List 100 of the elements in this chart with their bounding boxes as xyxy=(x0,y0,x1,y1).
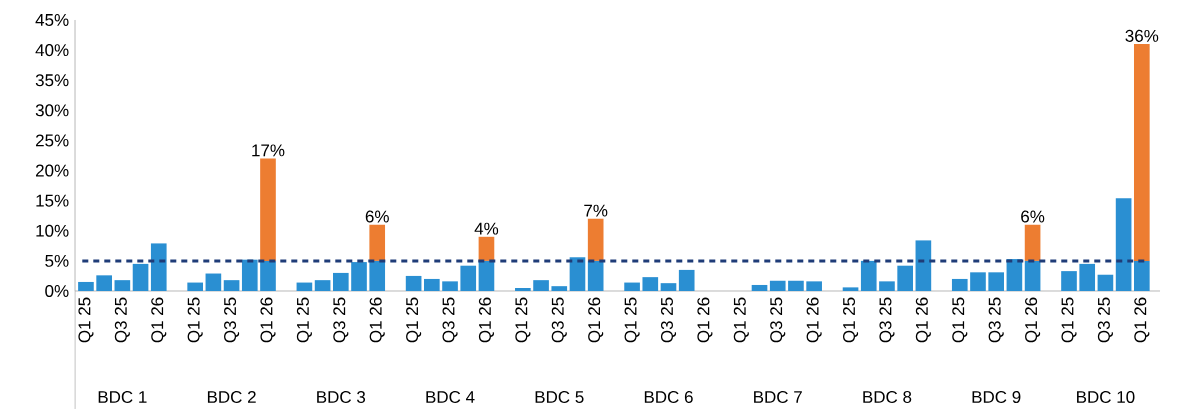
bar xyxy=(369,260,386,291)
x-tick-label: Q1 25 xyxy=(187,297,203,343)
bar xyxy=(842,287,859,291)
bar xyxy=(332,272,349,291)
data-label: 6% xyxy=(1021,210,1045,223)
bar xyxy=(314,280,331,291)
x-tick-label: Q1 25 xyxy=(624,297,640,343)
data-label: 4% xyxy=(474,222,499,235)
x-tick-label: Q3 25 xyxy=(333,297,349,343)
x-tick-label: Q3 25 xyxy=(551,297,567,343)
bar xyxy=(1134,44,1150,261)
bar xyxy=(424,278,440,291)
data-label: 36% xyxy=(1125,29,1159,42)
bar xyxy=(96,275,112,291)
x-tick-label: Q1 26 xyxy=(806,297,822,343)
bar xyxy=(241,259,258,291)
bar xyxy=(788,280,804,291)
text: BDC 10 xyxy=(1077,390,1135,404)
x-tick-label: Q3 25 xyxy=(442,297,458,343)
bar xyxy=(515,287,531,291)
x-tick-label: Q1 25 xyxy=(733,297,749,343)
text: BDC 5 xyxy=(535,390,584,404)
text: BDC 8 xyxy=(863,390,912,404)
bar xyxy=(587,260,604,291)
x-tick-label: Q3 25 xyxy=(879,297,895,343)
bar xyxy=(460,265,477,291)
x-tick-label: Q3 25 xyxy=(660,297,677,343)
x-tick-label: Q1 25 xyxy=(296,297,312,343)
x-tick-label: Q1 26 xyxy=(588,297,604,343)
bar xyxy=(78,281,94,291)
data-label: 17% xyxy=(252,144,285,157)
bar xyxy=(551,286,568,291)
bar xyxy=(533,280,549,291)
bar xyxy=(1006,259,1023,291)
x-tick-label: Q1 26 xyxy=(260,297,276,343)
x-tick-label: Q1 25 xyxy=(78,297,94,343)
x-tick-label: Q1 25 xyxy=(406,297,422,343)
bar xyxy=(296,282,313,291)
bar xyxy=(478,236,495,261)
bar xyxy=(860,260,877,291)
bar xyxy=(114,280,131,291)
x-tick-label: Q1 25 xyxy=(843,297,859,343)
x-tick-label: Q1 26 xyxy=(369,297,385,343)
x-tick-label: Q1 25 xyxy=(1061,297,1077,343)
y-tick-label: 15% xyxy=(36,194,69,207)
y-tick-label: 35% xyxy=(35,74,69,87)
x-tick-label: Q1 26 xyxy=(151,297,167,343)
bar xyxy=(351,262,367,291)
bar xyxy=(1024,224,1041,261)
text: BDC 1 xyxy=(98,390,147,404)
x-tick-label: Q1 26 xyxy=(1025,297,1041,343)
bar xyxy=(1097,274,1114,291)
bar xyxy=(897,265,913,291)
bar xyxy=(1115,198,1132,291)
bar xyxy=(1061,271,1077,291)
x-tick-label: Q1 26 xyxy=(915,297,931,343)
y-tick-label: 30% xyxy=(35,104,69,117)
bar xyxy=(260,158,276,261)
bar xyxy=(751,284,768,291)
bar xyxy=(624,282,640,291)
x-tick-label: Q3 25 xyxy=(224,297,240,343)
bar xyxy=(806,281,822,291)
x-tick-label: Q1 26 xyxy=(1134,297,1150,343)
bar xyxy=(1134,260,1150,291)
data-label: 7% xyxy=(584,204,608,217)
bar xyxy=(187,282,203,291)
text: BDC 7 xyxy=(754,390,802,404)
bar xyxy=(132,263,149,291)
x-tick-label: Q3 25 xyxy=(770,297,786,343)
bar xyxy=(223,280,240,291)
bar xyxy=(442,281,458,291)
bar xyxy=(260,260,276,291)
text: BDC 2 xyxy=(207,390,256,404)
bar xyxy=(405,275,422,291)
bar xyxy=(879,281,895,291)
bar xyxy=(569,257,586,291)
bar xyxy=(478,260,495,291)
x-tick-label: Q1 25 xyxy=(515,297,531,343)
bar xyxy=(205,273,222,291)
bar xyxy=(150,243,167,291)
bar xyxy=(769,280,786,291)
text: BDC 9 xyxy=(972,390,1021,404)
bar xyxy=(587,218,604,261)
bar xyxy=(1024,260,1041,291)
y-tick-label: 40% xyxy=(35,44,69,57)
y-tick-label: 10% xyxy=(36,224,69,237)
bar xyxy=(915,240,932,291)
x-tick-label: Q3 25 xyxy=(988,297,1004,343)
text: BDC 6 xyxy=(644,390,693,404)
bar xyxy=(951,278,968,291)
x-tick-label: Q1 25 xyxy=(952,297,968,343)
bar xyxy=(369,224,386,261)
bar xyxy=(988,272,1005,291)
x-tick-label: Q1 26 xyxy=(478,297,494,343)
y-tick-label: 5% xyxy=(45,254,69,267)
y-tick-label: 45% xyxy=(35,14,69,26)
text: BDC 4 xyxy=(426,390,475,404)
data-label: 6% xyxy=(365,210,389,223)
bar xyxy=(660,283,677,291)
x-tick-label: Q3 25 xyxy=(1097,297,1113,343)
